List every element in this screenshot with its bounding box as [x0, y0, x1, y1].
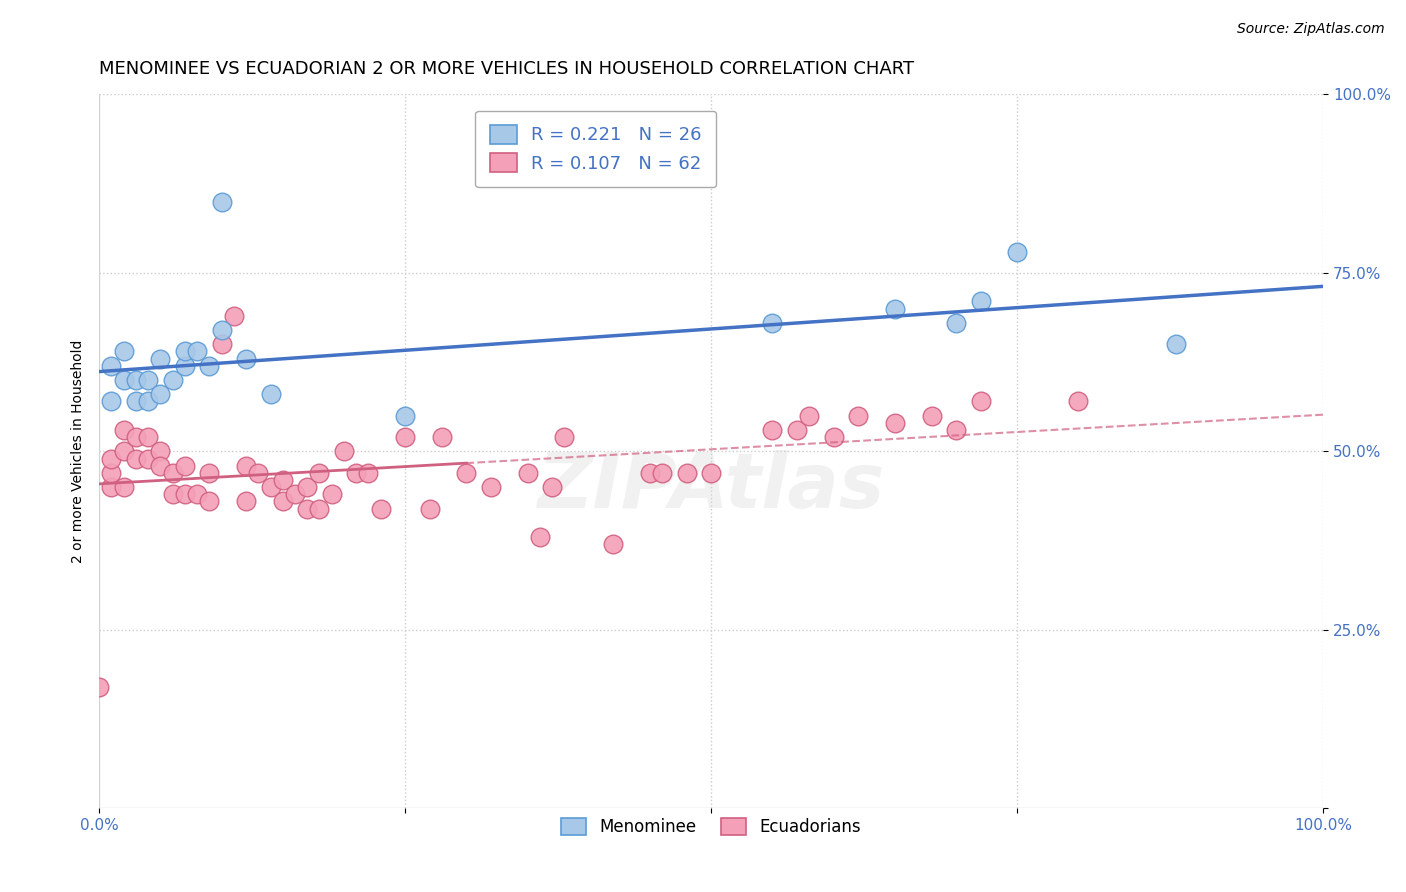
Point [125, 451, 148, 466]
Point [479, 480, 502, 494]
Point [186, 344, 208, 359]
Point [136, 430, 159, 444]
Point [235, 351, 257, 366]
Point [1067, 394, 1090, 409]
Point [541, 480, 564, 494]
Point [333, 444, 356, 458]
Point [162, 373, 184, 387]
Point [112, 373, 135, 387]
Point [651, 466, 673, 480]
Point [173, 487, 195, 501]
Point [198, 466, 221, 480]
Point [259, 480, 281, 494]
Point [797, 409, 820, 423]
Point [247, 466, 270, 480]
Point [162, 487, 184, 501]
Point [883, 416, 905, 430]
Point [100, 451, 122, 466]
Point [1005, 244, 1028, 259]
Point [357, 466, 380, 480]
Point [308, 501, 330, 516]
Point [969, 294, 991, 309]
Point [761, 316, 783, 330]
Point [297, 480, 319, 494]
Legend: Menominee, Ecuadorians: Menominee, Ecuadorians [554, 812, 868, 843]
Point [271, 473, 294, 487]
Point [700, 466, 723, 480]
Point [419, 501, 441, 516]
Point [602, 537, 624, 551]
Point [100, 359, 122, 373]
Point [430, 430, 453, 444]
Point [198, 359, 221, 373]
Point [344, 466, 367, 480]
Point [100, 480, 122, 494]
Point [162, 466, 184, 480]
Point [125, 373, 148, 387]
Point [149, 458, 172, 473]
Point [112, 423, 135, 437]
Point [136, 394, 159, 409]
Point [136, 373, 159, 387]
Point [883, 301, 905, 316]
Point [149, 351, 172, 366]
Text: Source: ZipAtlas.com: Source: ZipAtlas.com [1237, 22, 1385, 37]
Point [297, 501, 319, 516]
Point [969, 394, 991, 409]
Point [89, 680, 111, 694]
Point [638, 466, 661, 480]
Point [786, 423, 808, 437]
Point [149, 444, 172, 458]
Point [823, 430, 845, 444]
Point [112, 344, 135, 359]
Point [945, 316, 967, 330]
Point [553, 430, 575, 444]
Point [945, 423, 967, 437]
Y-axis label: 2 or more Vehicles in Household: 2 or more Vehicles in Household [72, 340, 86, 563]
Point [308, 466, 330, 480]
Point [370, 501, 392, 516]
Point [761, 423, 783, 437]
Point [846, 409, 869, 423]
Point [675, 466, 697, 480]
Point [394, 430, 416, 444]
Point [173, 458, 195, 473]
Point [211, 337, 233, 351]
Text: ZIPAtlas: ZIPAtlas [537, 450, 884, 524]
Point [186, 487, 208, 501]
Point [173, 359, 195, 373]
Point [321, 487, 343, 501]
Point [235, 494, 257, 508]
Point [394, 409, 416, 423]
Point [259, 387, 281, 401]
Point [516, 466, 538, 480]
Point [136, 451, 159, 466]
Point [211, 194, 233, 209]
Point [222, 309, 245, 323]
Point [211, 323, 233, 337]
Point [456, 466, 478, 480]
Point [235, 458, 257, 473]
Point [112, 480, 135, 494]
Point [125, 430, 148, 444]
Point [173, 344, 195, 359]
Point [100, 394, 122, 409]
Point [125, 394, 148, 409]
Text: MENOMINEE VS ECUADORIAN 2 OR MORE VEHICLES IN HOUSEHOLD CORRELATION CHART: MENOMINEE VS ECUADORIAN 2 OR MORE VEHICL… [100, 60, 914, 78]
Point [112, 444, 135, 458]
Point [100, 466, 122, 480]
Point [271, 494, 294, 508]
Point [529, 530, 551, 544]
Point [1166, 337, 1188, 351]
Point [921, 409, 943, 423]
Point [198, 494, 221, 508]
Point [284, 487, 307, 501]
Point [149, 387, 172, 401]
